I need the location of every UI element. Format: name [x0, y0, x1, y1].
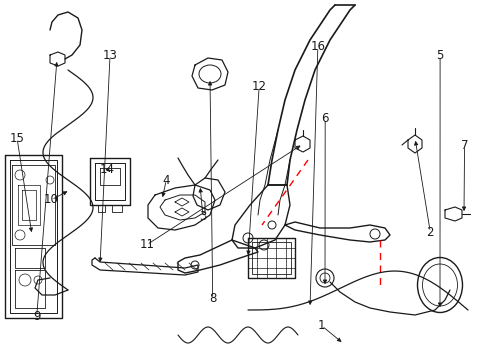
- Text: 2: 2: [426, 226, 433, 239]
- Text: 10: 10: [44, 193, 59, 206]
- Text: 15: 15: [10, 132, 24, 145]
- Text: 1: 1: [317, 319, 325, 332]
- Text: 3: 3: [199, 210, 206, 222]
- Text: 11: 11: [139, 238, 154, 251]
- Text: 7: 7: [460, 139, 468, 152]
- Text: 6: 6: [321, 112, 328, 125]
- Text: 5: 5: [435, 49, 443, 62]
- Text: 12: 12: [251, 80, 266, 93]
- Text: 14: 14: [100, 163, 115, 176]
- Text: 4: 4: [162, 174, 170, 186]
- Text: 9: 9: [33, 310, 41, 323]
- Text: 13: 13: [102, 49, 117, 62]
- Text: 8: 8: [208, 292, 216, 305]
- Text: 16: 16: [310, 40, 325, 53]
